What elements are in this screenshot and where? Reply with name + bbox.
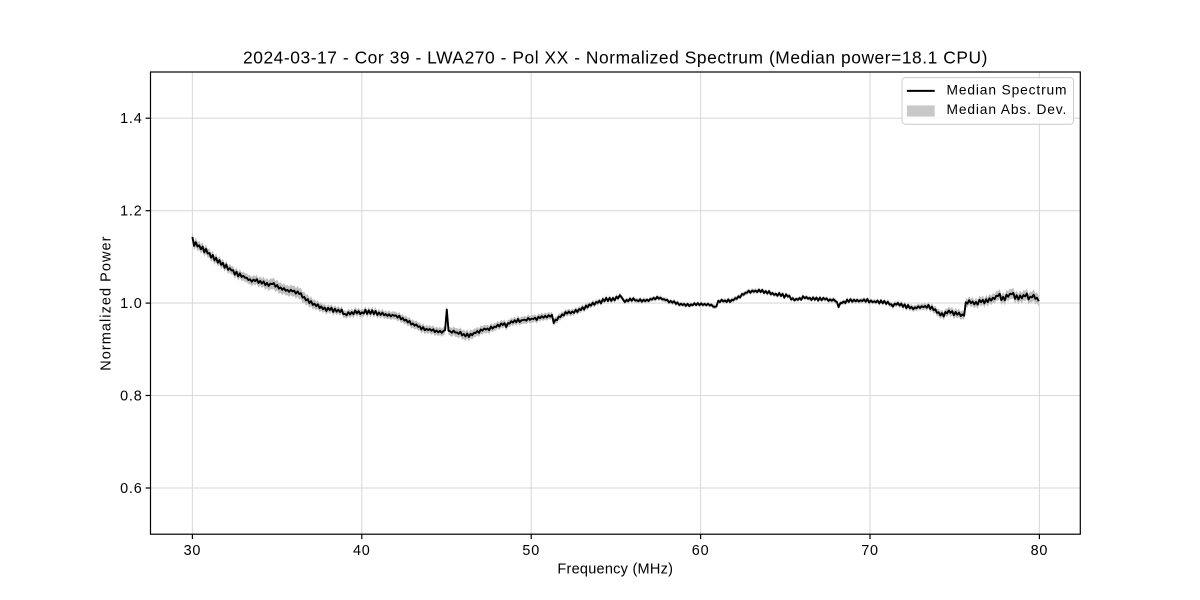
svg-text:0.8: 0.8 [120,388,142,404]
svg-text:80: 80 [1031,543,1049,559]
svg-text:30: 30 [184,543,202,559]
svg-text:0.6: 0.6 [120,481,142,497]
svg-text:60: 60 [692,543,710,559]
svg-text:Normalized Power: Normalized Power [99,235,115,370]
svg-text:1.0: 1.0 [120,296,142,312]
svg-text:50: 50 [522,543,540,559]
svg-text:Median Spectrum: Median Spectrum [947,82,1068,97]
svg-text:Frequency (MHz): Frequency (MHz) [557,562,673,578]
svg-text:1.4: 1.4 [120,111,142,127]
svg-text:2024-03-17 - Cor 39 - LWA270 -: 2024-03-17 - Cor 39 - LWA270 - Pol XX - … [243,48,988,68]
svg-text:70: 70 [861,543,879,559]
svg-text:1.2: 1.2 [120,204,142,220]
svg-text:Median Abs. Dev.: Median Abs. Dev. [947,102,1068,117]
svg-text:40: 40 [353,543,371,559]
